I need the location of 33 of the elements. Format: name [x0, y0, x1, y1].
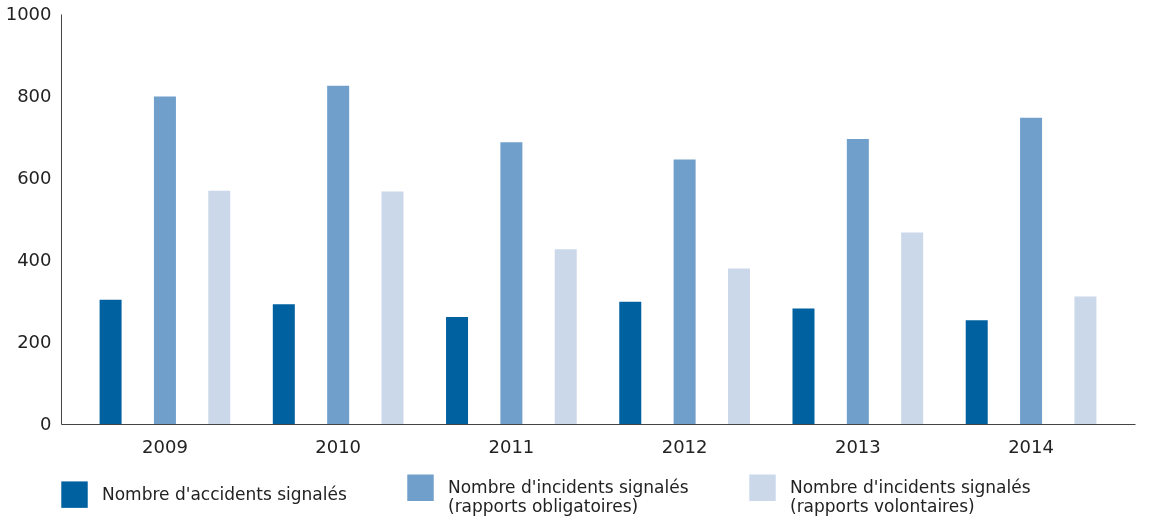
legend-label: Nombre d'accidents signalés: [102, 483, 347, 504]
bar: [153, 96, 176, 424]
y-tick-label: 0: [40, 412, 52, 434]
legend-label: Nombre d'incidents signalés (rapports obligatoires): [448, 476, 689, 516]
y-tick-label: 800: [17, 84, 52, 106]
bar: [965, 320, 988, 424]
bar: [99, 299, 122, 424]
x-tick-label: 2011: [488, 435, 535, 457]
x-tick-label: 2013: [834, 435, 881, 457]
x-tick-label: 2010: [315, 435, 362, 457]
bar: [901, 232, 924, 424]
legend-label: Nombre d'incidents signalés (rapports volontaires): [790, 476, 1031, 516]
x-tick-label: 2009: [142, 435, 188, 457]
y-tick-label: 200: [17, 330, 52, 352]
bar: [1074, 296, 1097, 424]
bar: [727, 268, 750, 424]
bar: [500, 142, 523, 424]
y-tick-label: 600: [17, 166, 52, 188]
bar: [272, 304, 295, 424]
bar: [208, 190, 231, 424]
bar: [327, 85, 350, 424]
y-tick-label: 400: [17, 248, 52, 270]
bar: [554, 249, 577, 424]
y-tick-label: 1000: [5, 2, 52, 24]
bar: [792, 308, 815, 424]
bar: [446, 316, 469, 424]
bar: [846, 139, 869, 424]
x-tick-label: 2012: [661, 435, 708, 457]
bar: [673, 159, 696, 424]
bar: [619, 301, 642, 424]
bar: [381, 191, 404, 424]
x-tick-label: 2014: [1008, 435, 1054, 457]
bar: [1020, 117, 1043, 424]
